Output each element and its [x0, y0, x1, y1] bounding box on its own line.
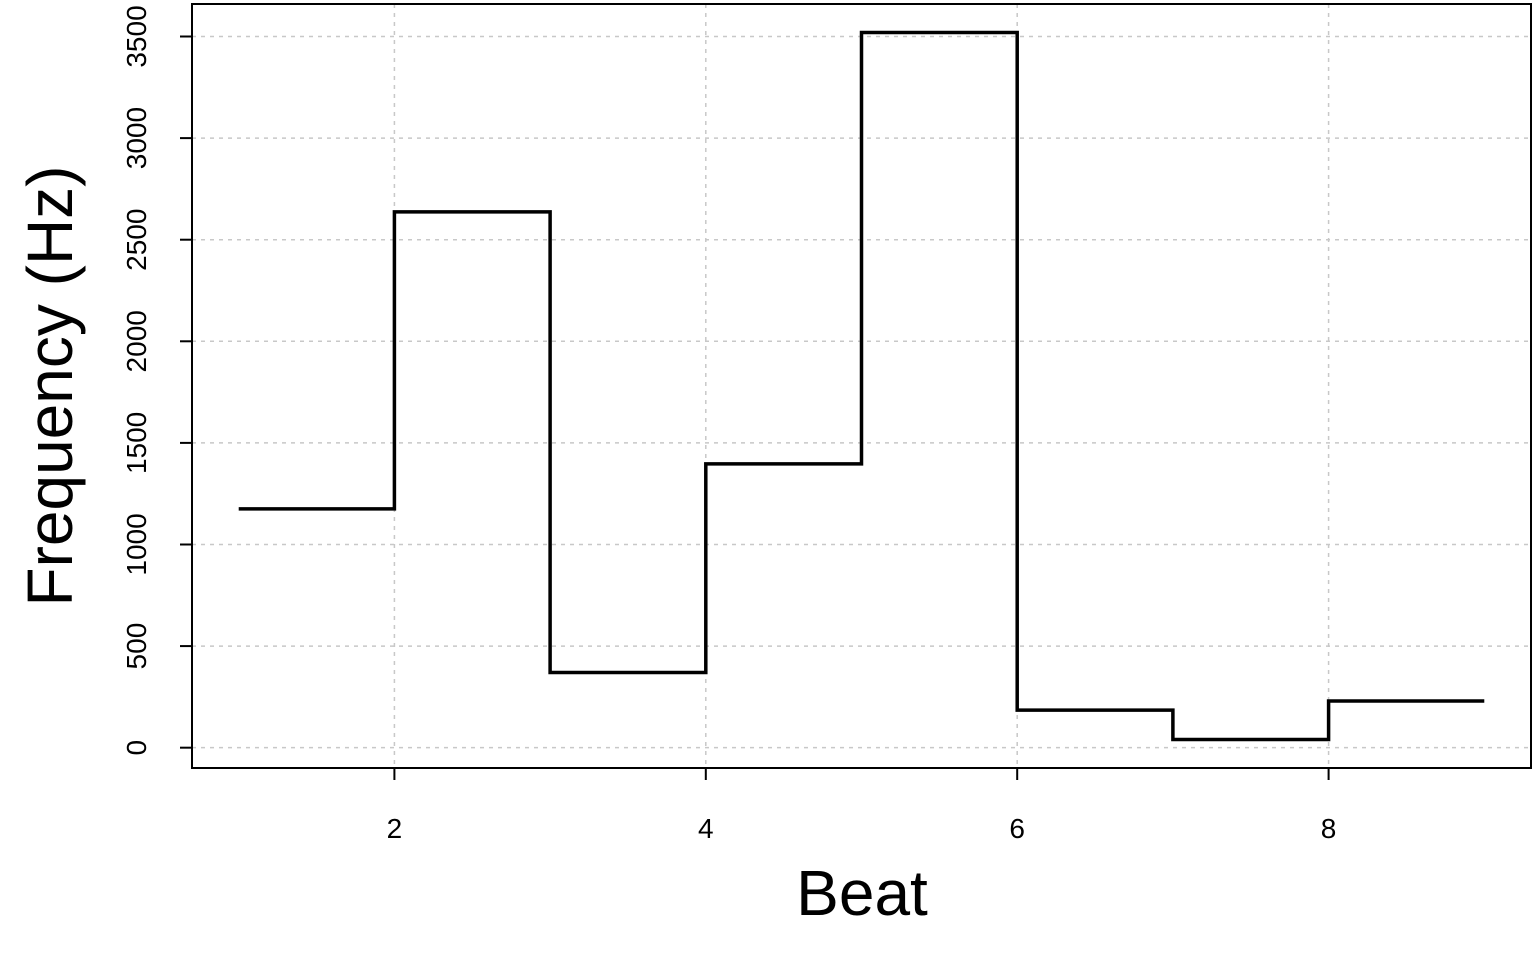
x-tick-label: 6 — [1009, 813, 1025, 844]
y-tick-label: 1500 — [121, 412, 152, 474]
y-tick-label: 3000 — [121, 107, 152, 169]
x-tick-label: 8 — [1321, 813, 1337, 844]
y-tick-label: 2000 — [121, 310, 152, 372]
y-axis: 0 500 1000 1500 2000 2500 3000 3500 — [121, 5, 192, 755]
x-axis: 2 4 6 8 — [387, 768, 1337, 844]
y-tick-label: 2500 — [121, 209, 152, 271]
y-axis-title: Frequency (Hz) — [14, 166, 86, 607]
plot-area-border — [191, 3, 1532, 769]
y-tick-label: 3500 — [121, 5, 152, 67]
y-tick-label: 0 — [121, 740, 152, 756]
series-group — [238, 30, 1485, 742]
y-tick-label: 500 — [121, 623, 152, 670]
x-tick-label: 4 — [698, 813, 714, 844]
x-axis-title: Beat — [796, 857, 928, 929]
series-step-line — [238, 30, 1485, 742]
x-tick-label: 2 — [387, 813, 403, 844]
y-tick-label: 1000 — [121, 513, 152, 575]
